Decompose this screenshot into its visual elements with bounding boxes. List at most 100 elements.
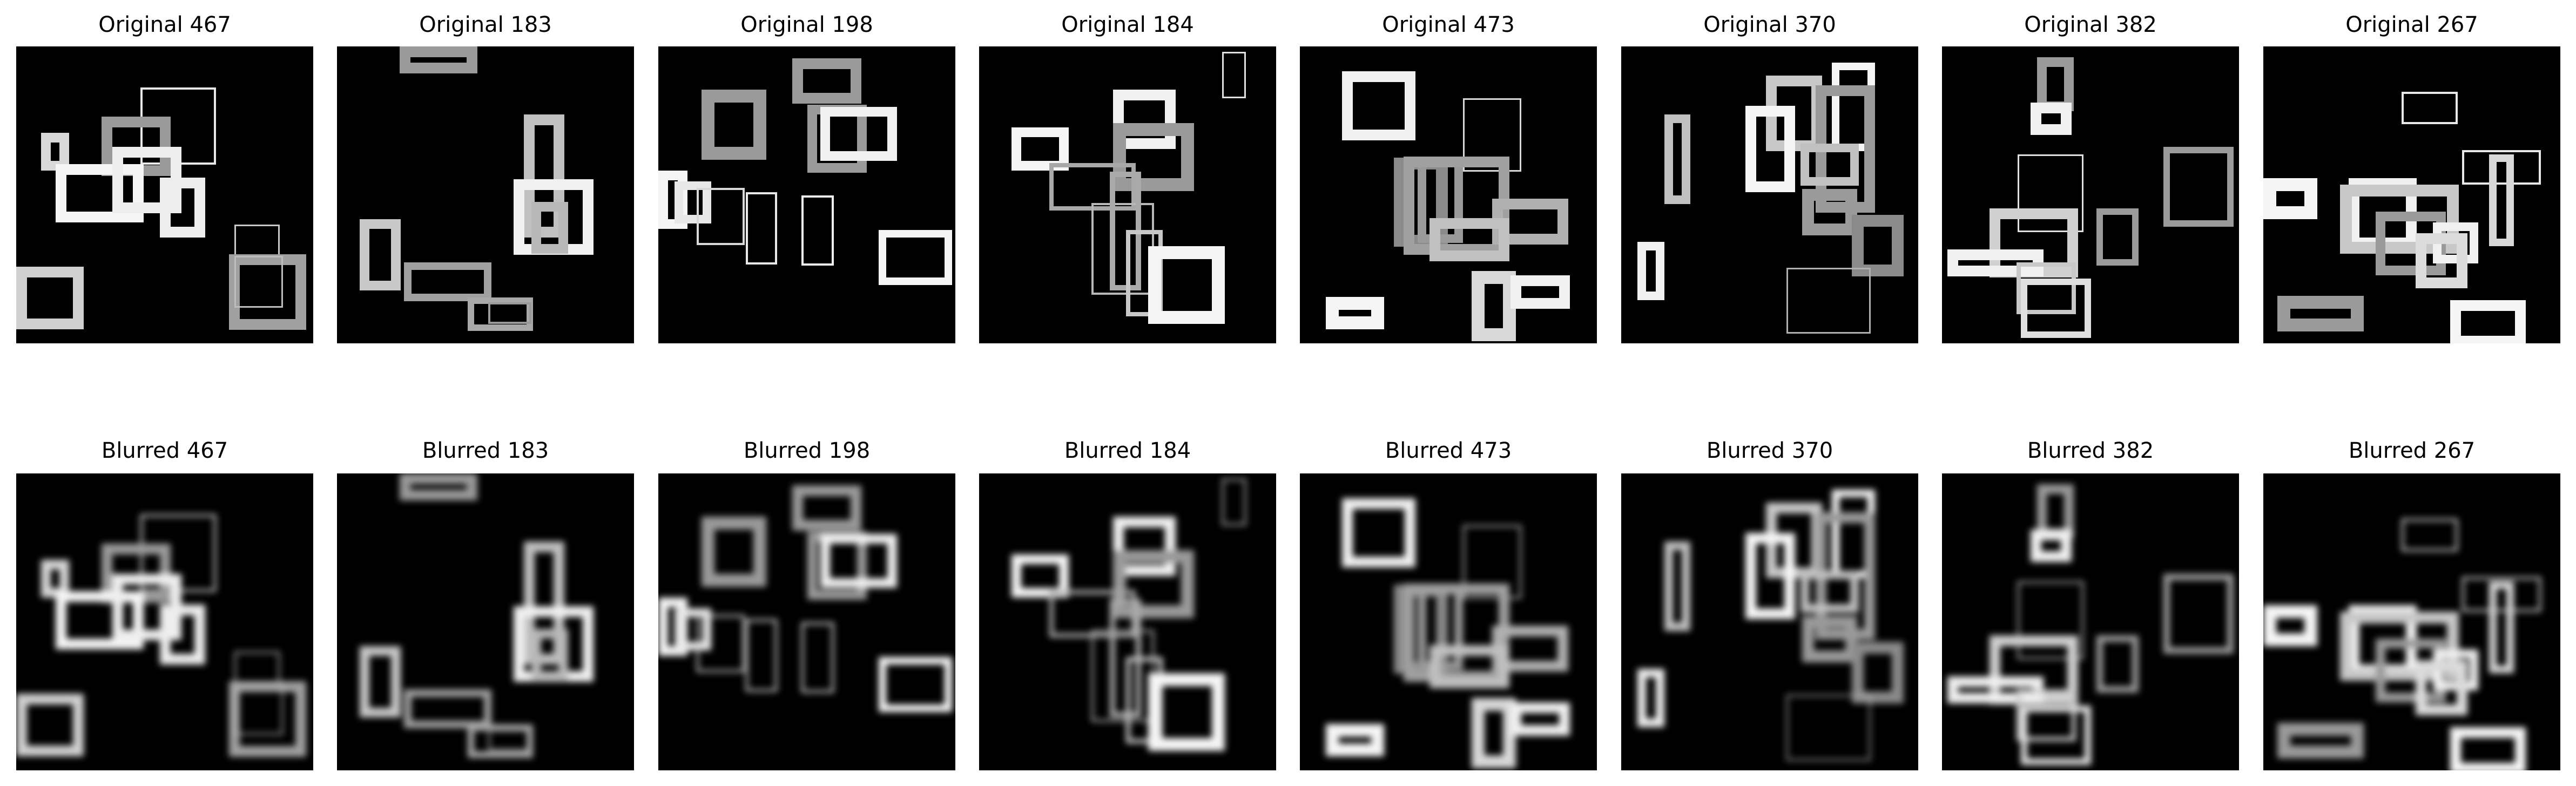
rectangle-outline <box>1802 189 1857 235</box>
original-image <box>979 46 1276 343</box>
rectangle-outline <box>2462 150 2541 185</box>
rectangle-outline <box>1429 218 1509 261</box>
rectangle-outline <box>488 729 531 751</box>
rectangle-outline <box>2489 154 2514 246</box>
rectangles-group <box>1011 52 1246 324</box>
panel-title: Original 198 <box>740 12 873 37</box>
rectangles-group <box>1326 71 1570 341</box>
rectangles-group <box>16 514 306 757</box>
image-canvas <box>1011 52 1246 324</box>
rectangles-group <box>1947 484 2234 765</box>
rectangle-outline <box>1113 90 1176 149</box>
rectangle-outline <box>702 517 766 587</box>
panel-title: Blurred 370 <box>1706 438 1833 463</box>
rectangle-outline <box>1472 271 1516 341</box>
rectangle-outline <box>1326 297 1384 329</box>
rectangle-outline <box>234 256 283 308</box>
rectangle-outline <box>1429 645 1509 688</box>
image-canvas <box>1947 484 2234 765</box>
panel-title: Blurred 183 <box>422 438 549 463</box>
rectangle-outline <box>2096 208 2139 266</box>
rectangle-outline <box>41 133 69 171</box>
rectangle-outline <box>2031 530 2072 562</box>
rectangles-group <box>360 46 594 331</box>
original-image <box>2263 46 2560 343</box>
rectangle-outline <box>2450 727 2526 770</box>
rectangle-outline <box>702 90 766 160</box>
panel-title: Original 184 <box>1061 12 1194 37</box>
rectangle-outline <box>792 485 861 531</box>
panel-title: Original 382 <box>2024 12 2157 37</box>
panel-title: Original 267 <box>2345 12 2478 37</box>
rectangle-outline <box>1148 673 1225 751</box>
rectangle-outline <box>1342 498 1415 567</box>
image-canvas <box>16 514 306 757</box>
rectangle-outline <box>2096 635 2139 693</box>
original-image <box>337 46 634 343</box>
rectangles-group <box>1011 479 1246 751</box>
rectangle-outline <box>2018 581 2083 659</box>
rectangle-outline <box>1463 98 1521 172</box>
rectangle-outline <box>2163 574 2234 654</box>
rectangle-outline <box>229 254 306 330</box>
rectangle-outline <box>2340 612 2459 681</box>
image-canvas <box>1637 490 1904 761</box>
rectangle-outline <box>2462 577 2541 612</box>
panel-title: Blurred 267 <box>2348 438 2476 463</box>
rectangles-group <box>2263 92 2541 343</box>
rectangle-outline <box>524 114 564 238</box>
panel-title: Blurred 198 <box>743 438 871 463</box>
rectangle-outline <box>1113 123 1194 191</box>
rectangle-outline <box>2021 279 2091 338</box>
rectangle-outline <box>1148 246 1225 324</box>
rectangle-outline <box>746 192 777 265</box>
rectangle-outline <box>2340 185 2459 254</box>
rectangle-outline <box>1222 479 1246 525</box>
rectangle-outline <box>1852 215 1904 276</box>
rectangle-outline <box>1637 242 1664 300</box>
rectangle-outline <box>404 689 491 728</box>
rectangle-outline <box>234 652 280 683</box>
panel-title: Original 370 <box>1703 12 1836 37</box>
rectangle-outline <box>16 267 84 329</box>
rectangle-outline <box>2450 300 2526 343</box>
rectangle-outline <box>2018 154 2083 232</box>
rectangle-outline <box>1463 525 1521 599</box>
original-image <box>1300 46 1597 343</box>
rectangles-group <box>1637 490 1904 761</box>
rectangle-outline <box>1800 571 1859 613</box>
rectangle-outline <box>1786 695 1871 761</box>
rectangle-outline <box>56 164 144 222</box>
rectangle-outline <box>531 202 568 254</box>
rectangle-outline <box>360 219 401 290</box>
rectangle-outline <box>488 302 531 324</box>
panel-title: Blurred 473 <box>1385 438 1512 463</box>
rectangle-outline <box>2031 103 2072 135</box>
rectangle-outline <box>1113 550 1194 618</box>
blurred-image <box>979 473 1276 770</box>
original-image <box>1942 46 2239 343</box>
image-canvas <box>1011 479 1246 751</box>
rectangle-outline <box>229 681 306 757</box>
rectangle-outline <box>2277 723 2364 758</box>
rectangle-outline <box>2277 296 2364 331</box>
rectangle-outline <box>697 615 745 672</box>
rectangle-outline <box>801 195 834 266</box>
rectangle-outline <box>531 629 568 681</box>
rectangles-group <box>360 473 594 758</box>
rectangle-outline <box>1510 275 1570 309</box>
image-canvas <box>1637 63 1904 334</box>
panel-title: Original 183 <box>419 12 552 37</box>
blurred-image <box>1300 473 1597 770</box>
rectangle-outline <box>56 591 144 649</box>
rectangle-outline <box>2416 660 2467 715</box>
original-image <box>16 46 313 343</box>
rectangle-outline <box>1786 268 1871 334</box>
blurred-image <box>2263 473 2560 770</box>
blurred-image <box>1621 473 1918 770</box>
rectangle-outline <box>16 694 84 756</box>
rectangle-outline <box>400 473 477 500</box>
rectangle-outline <box>1091 203 1154 295</box>
panel-title: Blurred 467 <box>101 438 228 463</box>
